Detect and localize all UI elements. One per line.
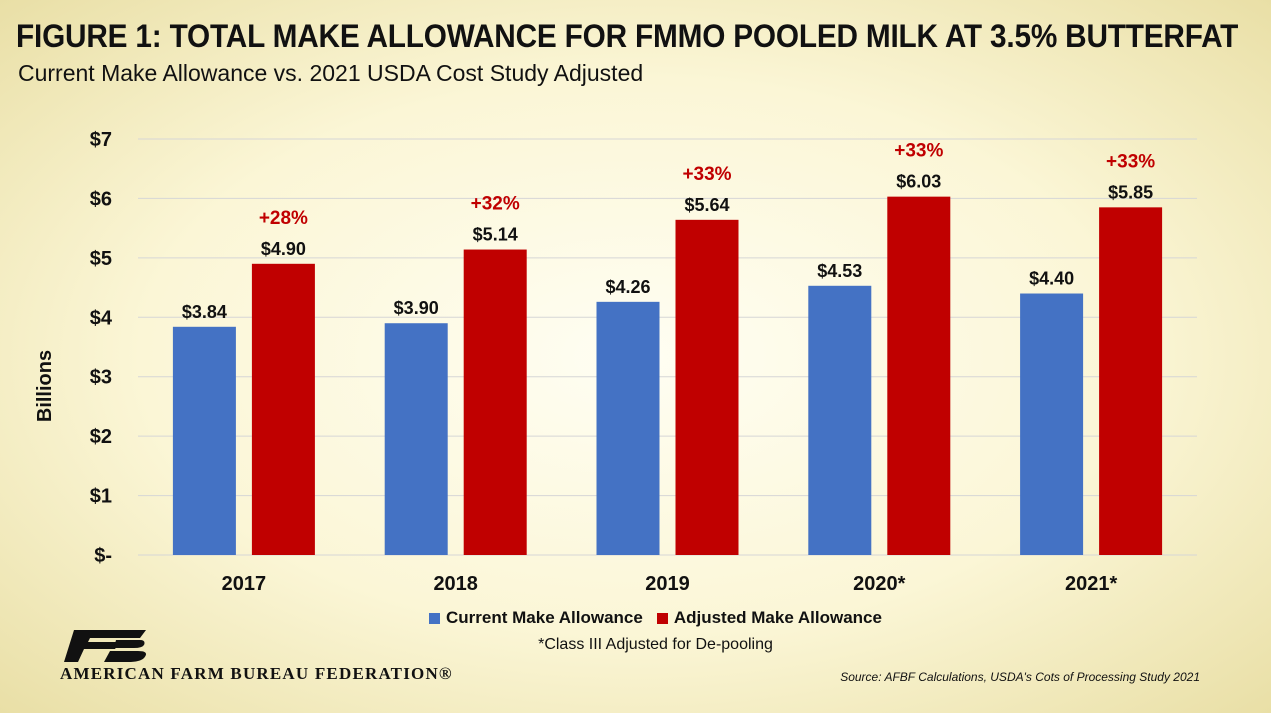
x-tick-label: 2017	[222, 573, 267, 595]
bar-current	[808, 285, 872, 555]
legend-label-current: Current Make Allowance	[446, 608, 643, 627]
bar-adjusted	[887, 196, 951, 555]
footnote: *Class III Adjusted for De-pooling	[538, 636, 773, 653]
bar-adjusted	[675, 219, 739, 555]
bar-adjusted	[463, 249, 527, 555]
y-tick-label: $-	[94, 545, 112, 567]
x-tick-label: 2020*	[853, 573, 905, 595]
data-label: $4.40	[1029, 269, 1074, 289]
bar-current	[1020, 293, 1084, 555]
bar-current	[384, 323, 448, 555]
y-tick-label: $2	[90, 426, 112, 448]
data-label: $3.90	[394, 298, 439, 318]
data-label: $6.03	[896, 172, 941, 192]
legend-item-current: Current Make Allowance	[429, 608, 643, 628]
bar-adjusted	[251, 263, 315, 555]
y-tick-label: $6	[90, 188, 112, 210]
percent-change-label: +28%	[259, 208, 308, 229]
organization-name: AMERICAN FARM BUREAU FEDERATION®	[60, 664, 453, 683]
data-label: $5.64	[684, 195, 729, 215]
bar-current	[596, 301, 660, 555]
x-tick-label: 2019	[645, 573, 690, 595]
data-label: $4.53	[817, 261, 862, 281]
legend-swatch-current	[429, 612, 441, 624]
percent-change-label: +33%	[894, 141, 943, 162]
source-note: Source: AFBF Calculations, USDA's Cots o…	[840, 670, 1200, 684]
y-tick-label: $3	[90, 367, 112, 389]
data-label: $5.85	[1108, 182, 1153, 202]
chart-legend: Current Make Allowance Adjusted Make All…	[0, 608, 1271, 628]
legend-swatch-adjusted	[656, 612, 668, 624]
x-tick-label: 2018	[433, 573, 478, 595]
data-label: $5.14	[473, 225, 518, 245]
legend-label-adjusted: Adjusted Make Allowance	[673, 608, 882, 627]
chart-subtitle: Current Make Allowance vs. 2021 USDA Cos…	[18, 60, 644, 86]
farm-bureau-logo	[64, 630, 146, 662]
bar-adjusted	[1099, 207, 1163, 556]
percent-change-label: +33%	[1106, 151, 1155, 172]
y-tick-label: $5	[90, 248, 112, 270]
data-label: $3.84	[182, 302, 227, 322]
percent-change-label: +32%	[471, 194, 520, 215]
legend-item-adjusted: Adjusted Make Allowance	[656, 608, 882, 628]
y-tick-label: $1	[90, 486, 112, 508]
x-tick-label: 2021*	[1065, 573, 1117, 595]
bar-current	[172, 326, 236, 555]
chart-title: FIGURE 1: TOTAL MAKE ALLOWANCE FOR FMMO …	[16, 18, 1239, 54]
data-label: $4.90	[261, 239, 306, 259]
percent-change-label: +33%	[682, 164, 731, 185]
data-label: $4.26	[605, 277, 650, 297]
y-tick-label: $4	[90, 307, 113, 329]
y-tick-label: $7	[90, 129, 112, 151]
y-axis-label: Billions	[34, 350, 56, 422]
